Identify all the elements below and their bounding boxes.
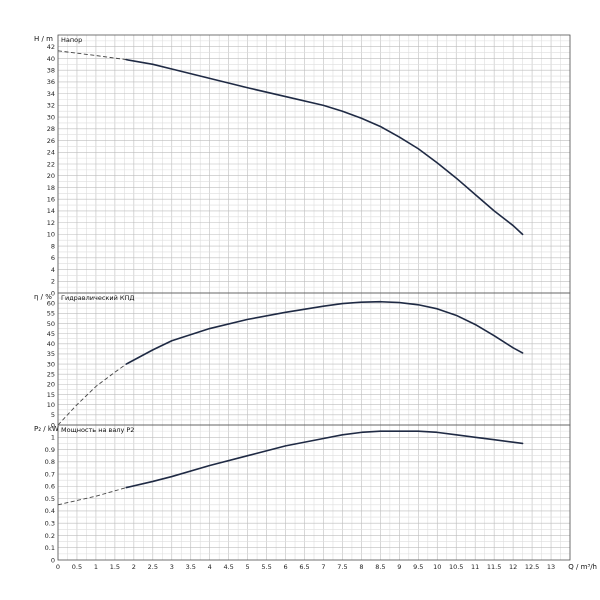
x-tick-label: 1 [94, 563, 98, 571]
x-tick-label: 3.5 [186, 563, 196, 571]
y-axis-label: P₂ / kW [34, 425, 59, 433]
y-tick-label: 25 [47, 371, 55, 379]
y-tick-label: 24 [47, 149, 55, 157]
y-tick-label: 42 [47, 43, 55, 51]
x-tick-label: 4.5 [223, 563, 233, 571]
x-tick-label: 9.5 [413, 563, 423, 571]
x-tick-label: 4 [208, 563, 212, 571]
y-tick-label: 40 [47, 340, 55, 348]
y-tick-label: 2 [51, 278, 55, 286]
y-tick-label: 20 [47, 381, 55, 389]
y-tick-label: 4 [51, 266, 55, 274]
x-tick-label: 12 [509, 563, 517, 571]
y-tick-label: 60 [47, 299, 55, 307]
y-axis-label: H / m [34, 35, 53, 43]
y-tick-label: 45 [47, 330, 55, 338]
y-tick-label: 10 [47, 231, 55, 239]
x-axis-label: Q / m³/h [568, 563, 597, 571]
x-tick-label: 2.5 [148, 563, 158, 571]
y-tick-label: 40 [47, 55, 55, 63]
panel-1: 024681012141618202224262830323436384042H… [34, 34, 571, 297]
y-tick-label: 30 [47, 360, 55, 368]
y-tick-label: 0.2 [45, 532, 55, 540]
y-tick-label: 30 [47, 113, 55, 121]
x-tick-label: 3 [170, 563, 174, 571]
y-tick-label: 36 [47, 78, 55, 86]
y-tick-label: 0.3 [45, 519, 55, 527]
x-tick-label: 8.5 [375, 563, 385, 571]
x-tick-label: 12.5 [525, 563, 539, 571]
y-tick-label: 0 [51, 421, 55, 429]
curve-dashed [57, 363, 127, 426]
y-tick-label: 12 [47, 219, 55, 227]
x-tick-label: 7.5 [337, 563, 347, 571]
y-tick-label: 34 [47, 90, 55, 98]
curve-solid [125, 58, 524, 236]
grid-lines [57, 35, 571, 560]
y-tick-label: 55 [47, 310, 55, 318]
x-tick-label: 8 [359, 563, 363, 571]
y-tick-label: 22 [47, 160, 55, 168]
y-tick-label: 35 [47, 350, 55, 358]
panel-2: 0 5 10 15 20 25 30 35 40 45 50 55 60η / % Гидравличес… [34, 292, 571, 429]
panel-title: Мощность на валу P2 [61, 426, 134, 434]
y-tick-label: 0.1 [45, 544, 55, 552]
x-tick-label: 9 [397, 563, 401, 571]
panel-title: Гидравлический КПД [61, 294, 134, 302]
y-tick-label: 0.8 [45, 458, 55, 466]
curve-dashed [57, 487, 127, 506]
y-tick-label: 50 [47, 320, 55, 328]
x-tick-label: 5.5 [261, 563, 271, 571]
curve-solid [125, 430, 524, 489]
y-tick-label: 38 [47, 66, 55, 74]
x-tick-label: 5 [246, 563, 250, 571]
x-tick-label: 6.5 [299, 563, 309, 571]
x-tick-label: 13 [547, 563, 555, 571]
y-tick-label: 0.5 [45, 495, 55, 503]
y-tick-label: 18 [47, 184, 55, 192]
y-axis-label: η / % [34, 293, 52, 301]
y-tick-label: 32 [47, 102, 55, 110]
x-tick-label: 10.5 [449, 563, 463, 571]
x-tick-label: 0 [56, 563, 60, 571]
y-tick-label: 16 [47, 195, 55, 203]
panel-frame [57, 424, 571, 561]
y-tick-label: 0.4 [45, 507, 55, 515]
x-tick-label: 7 [321, 563, 325, 571]
y-tick-label: 26 [47, 137, 55, 145]
curve-solid [125, 300, 524, 365]
y-tick-label: 10 [47, 401, 55, 409]
curve-dashed [57, 50, 127, 61]
y-tick-label: 0.9 [45, 446, 55, 454]
y-tick-label: 0.7 [45, 470, 55, 478]
x-tick-label: 6 [283, 563, 287, 571]
y-tick-label: 15 [47, 391, 55, 399]
y-tick-label: 6 [51, 254, 55, 262]
panel-title: Напор [61, 36, 82, 44]
y-tick-label: 1 [51, 434, 55, 442]
x-axis: 0 0.5 1 1.5 2 2.5 3 3.5 4 4.5 5 5.5 6 6.5 7 7.5 8 8.5 9 9.5… [56, 563, 597, 571]
x-tick-label: 0.5 [72, 563, 82, 571]
y-tick-label: 5 [51, 411, 55, 419]
x-tick-label: 10 [433, 563, 441, 571]
y-tick-label: 0.6 [45, 483, 55, 491]
panel-3: 0 0.1 0.2 0.3 0.4 0.5 0.6 0.7 0.8 0.9 1P₂ / kW Мощн… [34, 424, 571, 564]
x-tick-label: 11.5 [487, 563, 501, 571]
y-tick-label: 8 [51, 242, 55, 250]
x-tick-label: 2 [132, 563, 136, 571]
y-tick-label: 28 [47, 125, 55, 133]
x-tick-label: 11 [471, 563, 479, 571]
y-tick-label: 0 [51, 556, 55, 564]
y-tick-label: 0 [51, 289, 55, 297]
y-tick-label: 14 [47, 207, 55, 215]
y-tick-label: 20 [47, 172, 55, 180]
x-tick-label: 1.5 [110, 563, 120, 571]
